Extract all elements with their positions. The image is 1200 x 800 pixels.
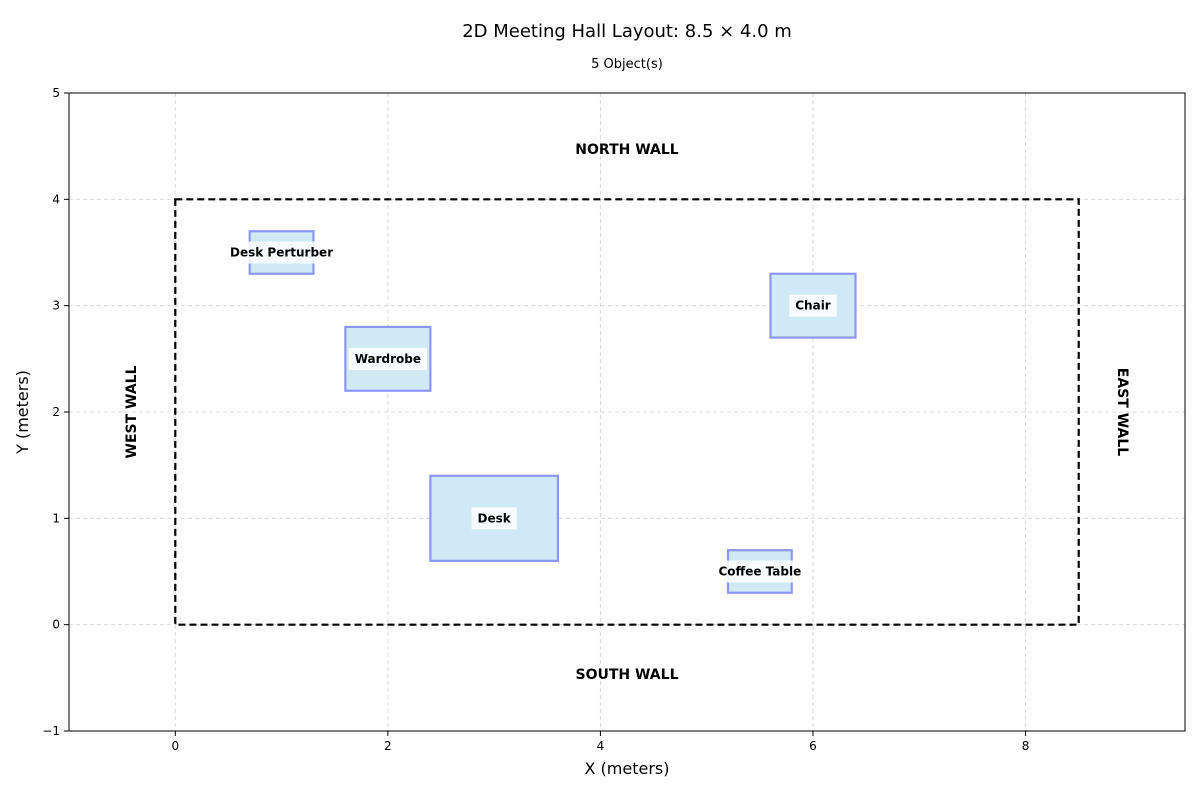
y-axis-label: Y (meters): [13, 370, 32, 455]
x-tick-label: 2: [384, 739, 392, 753]
object-label: Desk: [478, 511, 512, 525]
object-label: Chair: [795, 299, 831, 313]
object-label-background: [348, 347, 428, 370]
west-wall-label: WEST WALL: [124, 365, 140, 458]
x-tick-label: 4: [597, 739, 605, 753]
object-group: Coffee Table: [712, 549, 808, 594]
north-wall-label: NORTH WALL: [575, 142, 678, 158]
x-tick-label: 8: [1022, 739, 1030, 753]
object-label: Coffee Table: [718, 565, 801, 579]
object-label-background: [224, 241, 340, 264]
object-label-background: [712, 560, 808, 583]
objects-layer: Desk Perturber Chair Wardrobe Desk Coffee Ta…: [224, 230, 857, 594]
y-tick-label: 0: [52, 618, 60, 632]
object-group: Wardrobe: [344, 325, 432, 392]
object-label-background: [789, 294, 837, 317]
y-tick-label: 5: [52, 86, 60, 100]
y-tick-label: 2: [52, 405, 60, 419]
y-tick-label: 1: [52, 511, 60, 525]
grid: [69, 92, 1185, 732]
room-layer: [174, 198, 1080, 626]
chart-title: 2D Meeting Hall Layout: 8.5 × 4.0 m: [462, 21, 792, 42]
room-outline: [174, 198, 1080, 626]
object-label-background: [471, 507, 517, 530]
object-label: Desk Perturber: [230, 246, 333, 260]
south-wall-label: SOUTH WALL: [576, 667, 679, 683]
object-group: Desk: [429, 474, 560, 562]
x-tick-label: 0: [171, 739, 179, 753]
object-label: Wardrobe: [355, 352, 421, 366]
chart-subtitle: 5 Object(s): [591, 57, 663, 72]
y-tick-label: −1: [42, 724, 60, 738]
y-tick-label: 4: [52, 192, 60, 206]
x-axis-label: X (meters): [585, 759, 670, 778]
x-tick-label: 6: [809, 739, 817, 753]
object-group: Chair: [769, 272, 857, 339]
y-tick-label: 3: [52, 299, 60, 313]
axes: 0 2 4 6 8 −1 0 1 2 3 4 5: [42, 86, 1186, 753]
object-group: Desk Perturber: [224, 230, 340, 275]
east-wall-label: EAST WALL: [1114, 368, 1130, 456]
